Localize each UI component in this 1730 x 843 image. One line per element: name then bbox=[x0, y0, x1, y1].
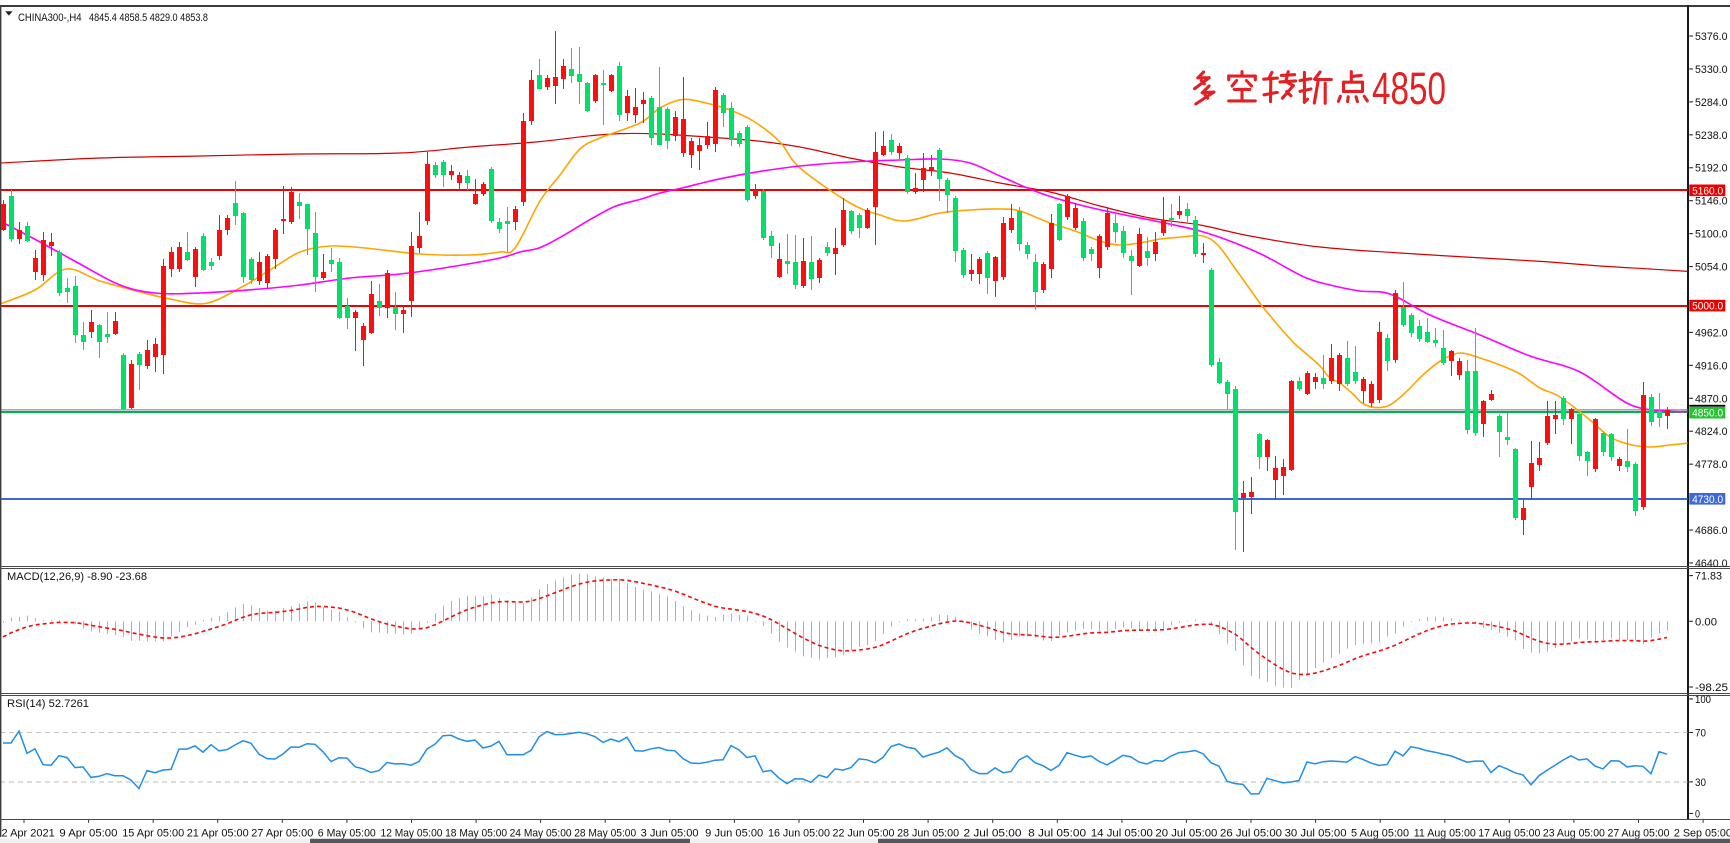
svg-text:4916.0: 4916.0 bbox=[1695, 360, 1728, 372]
svg-text:30 Jul 05:00: 30 Jul 05:00 bbox=[1285, 828, 1347, 840]
svg-text:12 May 05:00: 12 May 05:00 bbox=[381, 828, 443, 840]
svg-text:8 Jul 05:00: 8 Jul 05:00 bbox=[1028, 828, 1086, 840]
svg-text:14 Jul 05:00: 14 Jul 05:00 bbox=[1091, 828, 1153, 840]
svg-text:5284.0: 5284.0 bbox=[1695, 97, 1728, 109]
svg-text:21 Apr 05:00: 21 Apr 05:00 bbox=[187, 828, 249, 840]
svg-text:4778.0: 4778.0 bbox=[1695, 459, 1728, 471]
svg-text:5100.0: 5100.0 bbox=[1695, 229, 1728, 241]
svg-text:4850.0: 4850.0 bbox=[1692, 408, 1723, 420]
svg-text:5160.0: 5160.0 bbox=[1692, 185, 1723, 197]
svg-text:26 Jul 05:00: 26 Jul 05:00 bbox=[1220, 828, 1282, 840]
svg-text:MACD(12,26,9) -8.90 -23.68: MACD(12,26,9) -8.90 -23.68 bbox=[7, 571, 147, 583]
svg-text:4824.0: 4824.0 bbox=[1695, 426, 1728, 438]
svg-text:-98.25: -98.25 bbox=[1695, 682, 1728, 694]
svg-text:4845.4 4858.5 4829.0 4853.8: 4845.4 4858.5 4829.0 4853.8 bbox=[89, 12, 208, 24]
svg-text:5054.0: 5054.0 bbox=[1695, 262, 1728, 274]
svg-text:5376.0: 5376.0 bbox=[1695, 31, 1728, 43]
svg-text:16 Jun 05:00: 16 Jun 05:00 bbox=[768, 828, 830, 840]
svg-text:0.00: 0.00 bbox=[1695, 616, 1717, 628]
svg-text:71.83: 71.83 bbox=[1695, 571, 1722, 583]
svg-text:5000.0: 5000.0 bbox=[1692, 301, 1723, 313]
svg-text:18 May 05:00: 18 May 05:00 bbox=[445, 828, 507, 840]
svg-text:9 Apr 05:00: 9 Apr 05:00 bbox=[59, 828, 117, 840]
svg-text:5 Aug 05:00: 5 Aug 05:00 bbox=[1351, 828, 1409, 840]
svg-text:23 Aug 05:00: 23 Aug 05:00 bbox=[1543, 828, 1605, 840]
svg-text:5146.0: 5146.0 bbox=[1695, 196, 1728, 208]
svg-text:4686.0: 4686.0 bbox=[1695, 525, 1728, 537]
svg-text:11 Aug 05:00: 11 Aug 05:00 bbox=[1414, 828, 1476, 840]
svg-text:4640.0: 4640.0 bbox=[1695, 558, 1728, 570]
svg-text:4870.0: 4870.0 bbox=[1695, 393, 1728, 405]
svg-text:70: 70 bbox=[1695, 727, 1706, 739]
svg-text:22 Jun 05:00: 22 Jun 05:00 bbox=[833, 828, 895, 840]
svg-text:30: 30 bbox=[1695, 777, 1706, 789]
svg-text:28 Jun 05:00: 28 Jun 05:00 bbox=[897, 828, 959, 840]
svg-text:4962.0: 4962.0 bbox=[1695, 327, 1728, 339]
svg-text:5192.0: 5192.0 bbox=[1695, 163, 1728, 175]
svg-text:2 Apr 2021: 2 Apr 2021 bbox=[2, 828, 55, 840]
svg-text:9 Jun 05:00: 9 Jun 05:00 bbox=[705, 828, 763, 840]
svg-text:17 Aug 05:00: 17 Aug 05:00 bbox=[1478, 828, 1540, 840]
svg-text:5238.0: 5238.0 bbox=[1695, 130, 1728, 142]
svg-text:4730.0: 4730.0 bbox=[1692, 494, 1723, 506]
svg-text:6 May 05:00: 6 May 05:00 bbox=[318, 828, 376, 840]
svg-text:3 Jun 05:00: 3 Jun 05:00 bbox=[641, 828, 699, 840]
svg-text:24 May 05:00: 24 May 05:00 bbox=[510, 828, 572, 840]
svg-text:27 Aug 05:00: 27 Aug 05:00 bbox=[1608, 828, 1670, 840]
svg-text:0: 0 bbox=[1695, 808, 1700, 820]
svg-text:5330.0: 5330.0 bbox=[1695, 64, 1728, 76]
svg-text:20 Jul 05:00: 20 Jul 05:00 bbox=[1155, 828, 1217, 840]
svg-text:28 May 05:00: 28 May 05:00 bbox=[574, 828, 636, 840]
svg-text:27 Apr 05:00: 27 Apr 05:00 bbox=[251, 828, 313, 840]
svg-text:100: 100 bbox=[1695, 694, 1711, 706]
svg-text:4850: 4850 bbox=[1372, 63, 1446, 114]
svg-text:CHINA300-,H4: CHINA300-,H4 bbox=[18, 12, 82, 24]
svg-text:2 Sep 05:00: 2 Sep 05:00 bbox=[1674, 828, 1730, 840]
svg-text:2 Jul 05:00: 2 Jul 05:00 bbox=[964, 828, 1022, 840]
svg-text:15 Apr 05:00: 15 Apr 05:00 bbox=[122, 828, 184, 840]
svg-text:RSI(14) 52.7261: RSI(14) 52.7261 bbox=[7, 698, 89, 710]
